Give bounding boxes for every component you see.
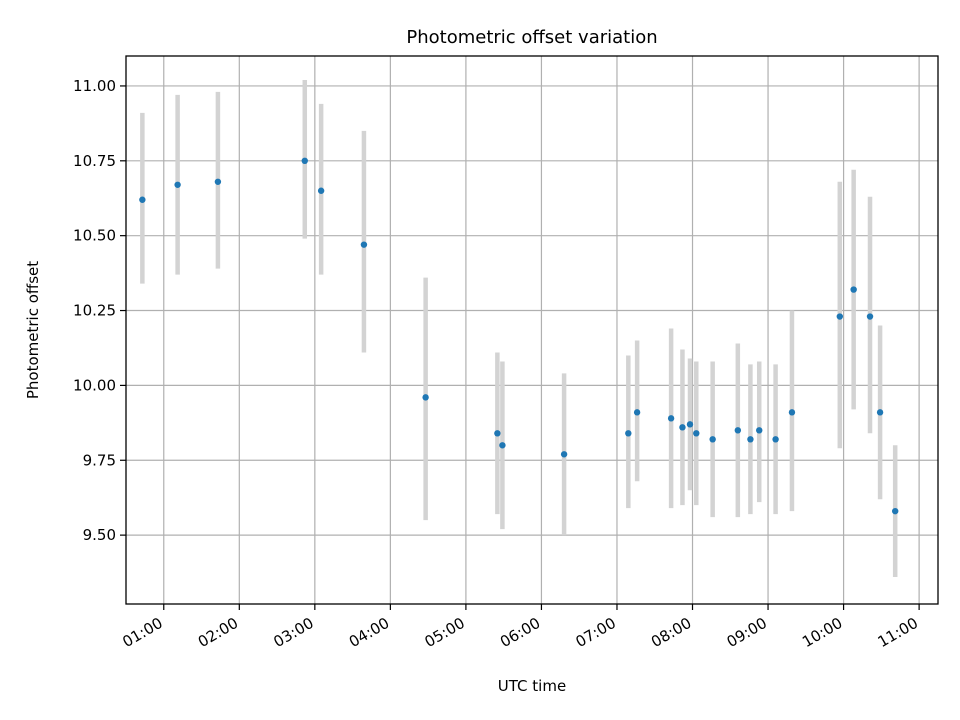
data-point xyxy=(686,421,694,428)
data-point xyxy=(772,436,779,443)
grid-lines xyxy=(126,56,938,604)
data-point xyxy=(891,507,899,515)
y-tick-label: 10.50 xyxy=(73,227,116,245)
y-axis-label: Photometric offset xyxy=(24,261,42,399)
plot-frame xyxy=(125,55,939,605)
data-point xyxy=(360,241,368,248)
data-point xyxy=(756,427,763,434)
data-point xyxy=(876,409,884,416)
data-point xyxy=(494,430,501,437)
data-point xyxy=(747,436,754,443)
chart-title: Photometric offset variation xyxy=(406,27,657,48)
data-point xyxy=(693,430,700,437)
data-point xyxy=(866,313,874,320)
data-point xyxy=(139,196,146,203)
data-point xyxy=(317,187,325,194)
y-tick-label: 10.25 xyxy=(73,302,116,320)
y-tick-label: 10.75 xyxy=(73,152,116,170)
y-tick-label: 11.00 xyxy=(73,77,116,95)
x-axis-label: UTC time xyxy=(498,677,566,695)
data-point xyxy=(625,430,632,437)
data-point xyxy=(667,415,675,422)
data-point xyxy=(174,181,181,188)
data-point xyxy=(301,157,308,165)
y-axis-ticks: 9.50 9.75 10.00 10.25 10.50 10.75 11.00 xyxy=(73,77,126,544)
data-point xyxy=(836,313,844,320)
data-point xyxy=(679,424,686,431)
data-point xyxy=(422,394,429,401)
y-tick-label: 10.00 xyxy=(73,376,116,394)
data-point xyxy=(709,436,716,443)
data-points xyxy=(139,157,899,515)
data-point xyxy=(214,178,222,185)
y-tick-label: 9.50 xyxy=(83,526,116,544)
data-point xyxy=(734,427,742,434)
data-point xyxy=(633,409,641,416)
y-tick-label: 9.75 xyxy=(83,451,116,469)
data-point xyxy=(850,286,857,293)
data-point xyxy=(560,451,568,458)
data-point xyxy=(788,409,796,416)
data-point xyxy=(499,442,506,449)
